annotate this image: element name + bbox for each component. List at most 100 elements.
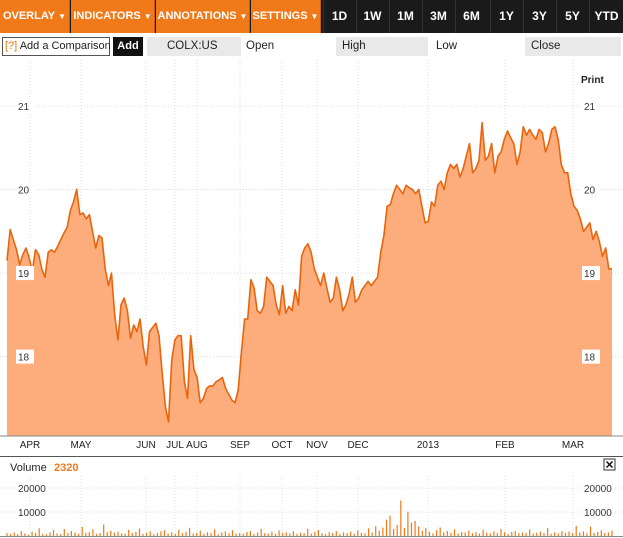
volume-bar [543,533,545,536]
volume-bar [550,533,552,536]
volume-bar [604,532,606,536]
volume-bar [457,533,459,536]
volume-bar [468,530,470,536]
volume-bar [357,530,359,536]
volume-bar [81,526,83,536]
y-tick-label: 18 [584,353,596,364]
volume-bar [110,530,112,536]
ticker-field: COLX:US [147,37,241,56]
volume-y-tick-bg [582,505,614,518]
volume-bar [525,532,527,536]
print-link[interactable]: Print [581,75,604,86]
close-icon[interactable] [603,458,616,471]
high-label: High [342,40,366,52]
range-3y-button[interactable]: 3Y [523,0,555,33]
volume-bar [350,531,352,536]
volume-bar [124,533,126,536]
range-6m-button[interactable]: 6M [455,0,487,33]
caret-down-icon: ▼ [310,12,319,21]
volume-bar [138,528,141,536]
add-comparison-button[interactable]: Add [113,37,143,56]
volume-bar [231,530,234,536]
range-1y-button[interactable]: 1Y [490,0,522,33]
volume-bar [375,526,377,536]
settings-menu-button[interactable]: SETTINGS ▼ [251,0,321,33]
volume-bar [185,531,187,536]
volume-bar [471,533,473,536]
volume-bar [414,520,416,536]
volume-y-tick-label: 20000 [584,484,612,495]
range-1d-button[interactable]: 1D [323,0,355,33]
price-line [6,121,612,423]
volume-bar [307,528,309,536]
add-comparison-input[interactable]: [?] Add a Comparison [2,37,111,56]
high-field: High [336,37,428,56]
volume-bar [88,532,90,536]
volume-bar [557,533,559,536]
volume-bar [482,529,484,536]
volume-bar [389,515,391,536]
volume-chart: Volume 2320 10000 10000 20000 20000 [0,456,623,537]
y-tick-label-bg [582,349,600,364]
volume-bar [461,531,463,536]
volume-bar [210,533,212,536]
volume-bar [518,533,520,536]
volume-bar [178,529,180,536]
volume-bar [300,532,302,536]
volume-bar [310,533,312,536]
volume-bar [146,532,148,536]
range-5y-button[interactable]: 5Y [556,0,588,33]
indicators-menu-button[interactable]: INDICATORS ▼ [71,0,155,33]
volume-bar [296,533,298,536]
volume-bar [181,533,183,536]
volume-bar [117,531,119,536]
range-1m-button[interactable]: 1M [389,0,421,33]
y-tick-label: 20 [584,186,596,197]
caret-down-icon: ▼ [239,12,248,21]
volume-bar [368,528,370,536]
help-icon[interactable]: [?] [5,40,18,52]
volume-bar [153,534,155,536]
overlay-menu-button[interactable]: OVERLAY ▼ [0,0,70,33]
annotations-menu-button[interactable]: ANNOTATIONS ▼ [156,0,250,33]
volume-bar [163,530,166,536]
volume-bars [0,500,623,537]
volume-bar [342,532,345,536]
volume-y-tick-bg [16,481,48,494]
range-ytd-button[interactable]: YTD [589,0,623,33]
volume-y-axis: 10000 10000 20000 20000 [16,481,614,519]
volume-bar [478,533,481,536]
volume-bar [217,534,219,536]
volume-bar [378,530,380,536]
volume-bar [260,529,262,536]
volume-bar [432,533,434,536]
close-label: Close [531,40,561,52]
x-tick-label: DEC [347,440,368,451]
x-tick-label: MAY [71,440,92,451]
volume-bar [400,500,402,536]
volume-bar [60,534,62,536]
volume-bar [332,532,334,536]
volume-bar [436,530,438,536]
volume-bar [199,530,201,536]
volume-bar [13,532,15,536]
volume-bar [504,532,506,536]
volume-bar [532,533,534,536]
volume-bar [529,529,531,536]
x-tick-label: FEB [495,440,515,451]
price-area [0,121,623,437]
volume-title: Volume [10,462,47,474]
range-3m-button[interactable]: 3M [422,0,454,33]
open-label: Open [246,40,275,52]
volume-bar [282,532,284,536]
volume-bar [328,532,330,536]
volume-bar [274,533,277,536]
price-x-axis: APR MAY JUN JUL AUG SEP OCT NOV DEC 2013 FEB MAR [20,440,584,451]
volume-bar [253,534,255,536]
volume-bar [278,530,280,536]
volume-bar [121,533,123,536]
y-tick-label-bg [582,98,600,113]
range-1w-button[interactable]: 1W [356,0,388,33]
volume-bar [339,533,341,536]
volume-y-tick-bg [16,505,48,518]
